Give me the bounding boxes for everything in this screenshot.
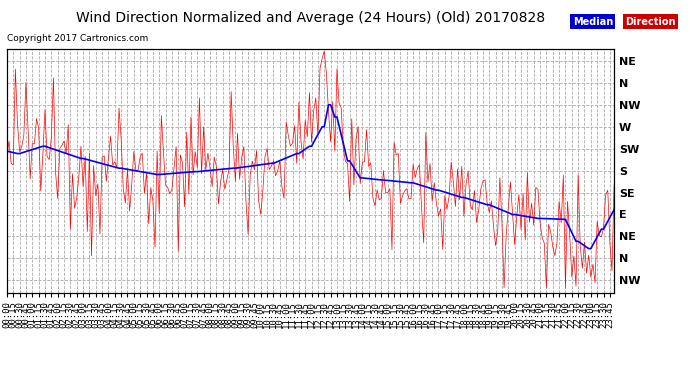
Text: Median: Median (573, 17, 613, 27)
Text: Direction: Direction (625, 17, 676, 27)
Text: Copyright 2017 Cartronics.com: Copyright 2017 Cartronics.com (7, 34, 148, 43)
Text: Wind Direction Normalized and Average (24 Hours) (Old) 20170828: Wind Direction Normalized and Average (2… (76, 11, 545, 25)
